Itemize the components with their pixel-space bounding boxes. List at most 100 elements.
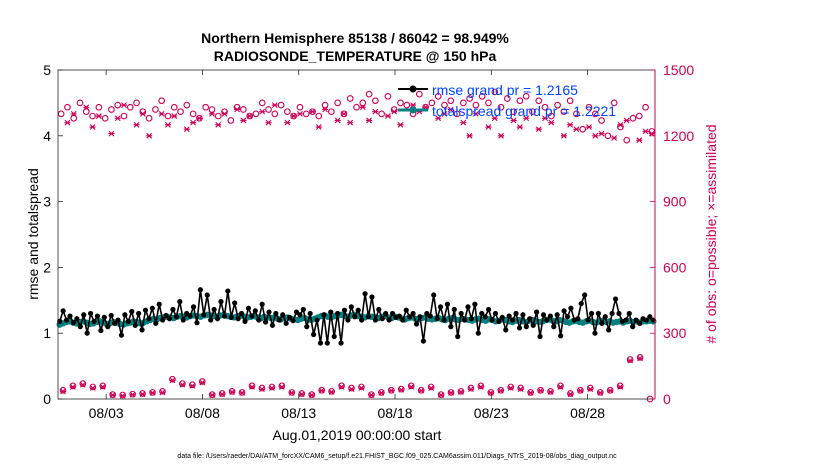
obs-assimilated-low-marker (487, 389, 494, 396)
obs-assimilated-low-marker (517, 386, 524, 393)
rmse-point (461, 317, 468, 323)
obs-assimilated-low-marker (239, 389, 246, 396)
obs-assimilated-low-marker (209, 392, 216, 398)
rmse-point (160, 317, 166, 323)
rmse-point (173, 314, 179, 320)
legend-rmse-label: rmse grand pr = 1.2165 (432, 82, 578, 98)
obs-possible-marker (604, 132, 612, 140)
obs-possible-marker (346, 95, 354, 102)
rmse-point (612, 296, 619, 302)
obs-assimilated-low-marker (617, 384, 624, 390)
obs-assimilated-low-marker (537, 387, 544, 394)
obs-assimilated-low-marker (467, 386, 474, 393)
obs-possible-low-marker (258, 384, 266, 392)
rmse-point (129, 308, 135, 315)
rmse-point (118, 332, 125, 338)
rmse-point (266, 309, 272, 315)
rmse-point (376, 306, 382, 313)
rmse-point (431, 292, 437, 298)
rmse-point (482, 314, 488, 320)
obs-possible-low-marker (69, 382, 77, 390)
rmse-point (177, 299, 183, 305)
rmse-point (568, 305, 574, 311)
legend: rmse grand pr = 1.2165 totalspread grand… (398, 82, 616, 119)
rmse-point (142, 307, 149, 313)
obs-possible-marker (591, 110, 599, 118)
obs-possible-marker (642, 103, 649, 111)
obs-assimilated-marker (64, 119, 71, 126)
rmse-point (115, 317, 121, 323)
obs-assimilated-low-marker (637, 355, 644, 362)
obs-assimilated-marker (190, 119, 197, 126)
obs-possible-low-marker (298, 390, 306, 397)
rmse-point (280, 312, 286, 318)
rmse-point (616, 310, 622, 317)
obs-possible-low-marker (179, 380, 186, 387)
obs-possible-marker (384, 92, 392, 100)
obs-possible-marker (497, 103, 505, 111)
rmse-point (355, 307, 361, 313)
obs-assimilated-low-marker (477, 384, 484, 390)
obs-assimilated-low-marker (348, 386, 355, 393)
obs-possible-marker (453, 110, 461, 118)
obs-assimilated-marker (240, 117, 247, 124)
obs-possible-marker (610, 99, 618, 107)
obs-assimilated-marker (516, 124, 523, 130)
rmse-point (595, 310, 601, 317)
rmse-point (105, 324, 111, 330)
rmse-point (558, 333, 564, 339)
obs-possible-low-marker (338, 382, 345, 390)
obs-possible-marker (227, 117, 235, 124)
chart-title-line2: RADIOSONDE_TEMPERATURE @ 150 hPa (214, 48, 497, 64)
obs-possible-low-marker (517, 384, 525, 392)
obs-possible-marker (76, 99, 84, 107)
obs-possible-low-marker (567, 390, 574, 397)
rmse-point (437, 304, 444, 310)
obs-assimilated-marker (472, 110, 479, 117)
obs-assimilated-low-marker (79, 381, 86, 388)
rmse-point (136, 310, 142, 317)
rmse-point (547, 313, 553, 319)
obs-assimilated-low-marker (268, 385, 275, 391)
rmse-point (379, 316, 385, 322)
obs-assimilated-marker (548, 119, 555, 126)
obs-assimilated-marker (196, 115, 203, 122)
obs-assimilated-low-marker (189, 382, 196, 389)
obs-possible-low-marker (427, 383, 435, 391)
obs-assimilated-low-marker (388, 387, 395, 394)
rmse-point (331, 333, 337, 340)
obs-assimilated-low-marker (199, 379, 206, 386)
obs-assimilated-marker (397, 121, 404, 128)
rmse-point (606, 327, 612, 333)
obs-assimilated-marker (435, 115, 442, 122)
obs-assimilated-low-marker (139, 391, 146, 398)
rmse-point (245, 305, 252, 311)
obs-possible-marker (296, 103, 304, 111)
rmse-point (122, 312, 128, 318)
rmse-point (335, 310, 341, 317)
obs-assimilated-low-marker (288, 389, 295, 396)
obs-possible-marker (152, 106, 159, 113)
obs-assimilated-marker (296, 110, 303, 117)
obs-possible-marker (64, 103, 71, 111)
obs-assimilated-marker (441, 110, 448, 117)
obs-assimilated-marker (485, 124, 492, 130)
obs-possible-marker (459, 99, 467, 107)
rmse-point (328, 309, 334, 315)
obs-assimilated-low-marker (497, 387, 504, 394)
obs-possible-low-marker (636, 353, 644, 361)
rmse-point (63, 317, 70, 323)
rmse-point (218, 299, 224, 305)
x-axis: 08/03 08/08 08/13 08/18 08/23 08/28 (89, 70, 605, 421)
rmse-point (91, 318, 97, 324)
obs-possible-marker (240, 106, 247, 113)
obs-possible-low-marker (457, 387, 465, 395)
plot-area (58, 70, 655, 399)
obs-assimilated-marker (322, 106, 329, 113)
rmse-point (321, 312, 327, 318)
obs-assimilated-marker (598, 130, 605, 137)
rmse-point (286, 314, 293, 321)
obs-assimilated-marker (466, 132, 473, 139)
obs-possible-marker (271, 110, 279, 118)
obs-assimilated-marker (366, 117, 373, 124)
